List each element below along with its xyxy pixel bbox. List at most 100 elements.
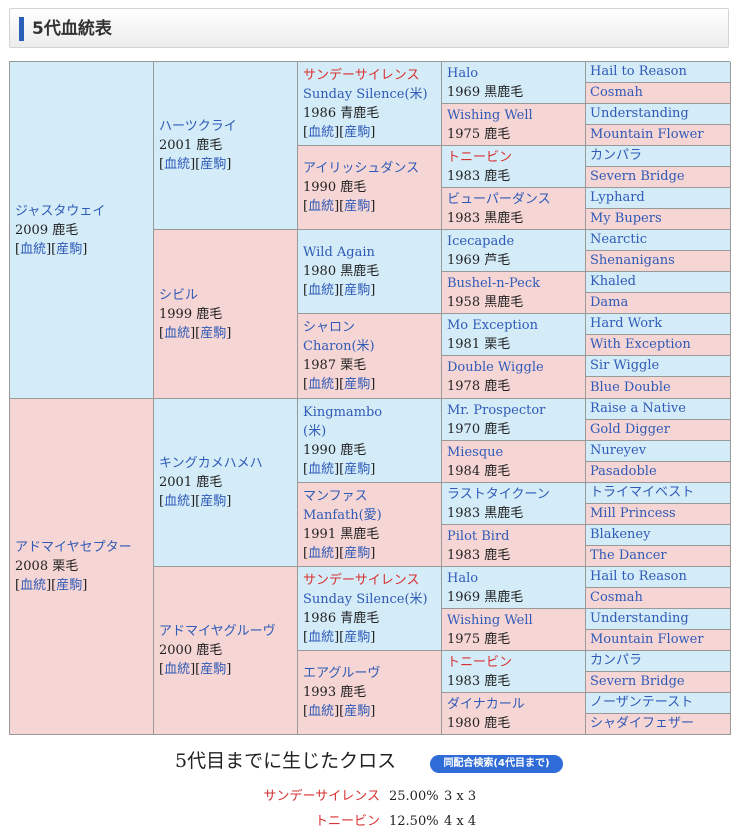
pedigree-link[interactable]: 血統: [308, 629, 335, 645]
progeny-link[interactable]: 産駒: [200, 325, 227, 341]
horse-name-link[interactable]: Bushel-n-Peck: [447, 275, 540, 291]
horse-alt-name-link[interactable]: Sunday Silence(米): [303, 86, 428, 102]
pedigree-link[interactable]: 血統: [308, 461, 335, 477]
pedigree-link[interactable]: 血統: [164, 662, 191, 677]
cross-horse-name[interactable]: サンデーサイレンス: [263, 789, 380, 804]
horse-name-link[interactable]: My Bupers: [590, 211, 662, 226]
pedigree-link[interactable]: 血統: [164, 494, 191, 509]
horse-name-link[interactable]: Halo: [447, 65, 479, 81]
horse-alt-name-link[interactable]: Charon(米): [303, 339, 375, 354]
horse-name-link[interactable]: マンファス: [303, 488, 368, 504]
progeny-link[interactable]: 産駒: [344, 199, 371, 214]
horse-name-link[interactable]: トニービン: [447, 149, 513, 165]
horse-name-link[interactable]: カンパラ: [590, 653, 643, 668]
horse-name-link[interactable]: Blue Double: [590, 379, 671, 395]
horse-name-link[interactable]: Pilot Bird: [447, 528, 510, 544]
horse-name-link[interactable]: The Dancer: [590, 548, 667, 563]
horse-name-link[interactable]: Wishing Well: [447, 612, 533, 628]
horse-name-link[interactable]: Lyphard: [590, 190, 645, 205]
pedigree-link[interactable]: 血統: [20, 241, 47, 257]
horse-name-link[interactable]: サンデーサイレンス: [303, 67, 420, 83]
horse-name-link[interactable]: ダイナカール: [447, 696, 525, 712]
horse-name-link[interactable]: Raise a Native: [590, 401, 686, 416]
progeny-link[interactable]: 産駒: [344, 629, 371, 645]
horse-name-link[interactable]: Hail to Reason: [590, 64, 687, 79]
horse-name-link[interactable]: Mountain Flower: [590, 632, 704, 647]
horse-name-link[interactable]: カンパラ: [590, 148, 643, 163]
progeny-link[interactable]: 産駒: [56, 578, 83, 593]
horse-name-link[interactable]: ハーツクライ: [159, 119, 237, 134]
horse-name-link[interactable]: シャロン: [303, 320, 356, 335]
cross-horse-name[interactable]: トニービン: [314, 814, 380, 829]
horse-name-link[interactable]: Cosmah: [590, 590, 643, 605]
progeny-link[interactable]: 産駒: [200, 494, 227, 509]
horse-name-link[interactable]: Khaled: [590, 274, 637, 289]
horse-alt-name-link[interactable]: (米): [303, 423, 327, 439]
horse-name-link[interactable]: Cosmah: [590, 85, 643, 100]
horse-name-link[interactable]: Hail to Reason: [590, 569, 687, 584]
horse-name-link[interactable]: Icecapade: [447, 233, 515, 249]
horse-name-link[interactable]: Severn Bridge: [590, 169, 685, 184]
horse-name-link[interactable]: アドマイヤグルーヴ: [159, 624, 276, 639]
same-mating-search-button[interactable]: 同配合検索(4代目まで): [430, 755, 563, 773]
horse-name-link[interactable]: Halo: [447, 570, 479, 586]
progeny-link[interactable]: 産駒: [200, 157, 227, 172]
horse-name-link[interactable]: エアグルーヴ: [303, 666, 381, 681]
pedigree-link[interactable]: 血統: [308, 704, 335, 719]
pedigree-cell-gen4: ラストタイクーン 1983 黒鹿毛: [442, 483, 586, 525]
horse-name-link[interactable]: Hard Work: [590, 316, 663, 331]
horse-name-link[interactable]: ジャスタウェイ: [15, 203, 106, 219]
pedigree-link[interactable]: 血統: [308, 199, 335, 214]
horse-name-link[interactable]: アドマイヤセプター: [15, 540, 132, 555]
bracket: [: [303, 199, 309, 214]
horse-name-link[interactable]: With Exception: [590, 337, 691, 352]
horse-name-link[interactable]: Blakeney: [590, 527, 651, 542]
horse-alt-name-link[interactable]: Sunday Silence(米): [303, 591, 428, 607]
horse-name-link[interactable]: Mountain Flower: [590, 127, 704, 142]
pedigree-link[interactable]: 血統: [164, 325, 191, 341]
horse-name-link[interactable]: キングカメハメハ: [159, 456, 263, 471]
horse-name-link[interactable]: Sir Wiggle: [590, 358, 660, 373]
progeny-link[interactable]: 産駒: [344, 704, 371, 719]
horse-name-link[interactable]: Pasadoble: [590, 464, 657, 479]
horse-name-link[interactable]: シャダイフェザー: [590, 716, 695, 731]
horse-name-link[interactable]: Wishing Well: [447, 107, 533, 123]
horse-name-link[interactable]: Nureyev: [590, 443, 647, 458]
progeny-link[interactable]: 産駒: [344, 545, 371, 561]
horse-name-link[interactable]: Double Wiggle: [447, 360, 544, 375]
horse-name-link[interactable]: Understanding: [590, 611, 689, 626]
horse-name-link[interactable]: Wild Again: [303, 245, 375, 260]
horse-name-link[interactable]: Mo Exception: [447, 317, 538, 333]
horse-name-link[interactable]: ラストタイクーン: [447, 486, 550, 502]
horse-name-link[interactable]: シビル: [159, 287, 199, 303]
horse-name-link[interactable]: Kingmambo: [303, 404, 383, 420]
horse-name-link[interactable]: Understanding: [590, 106, 689, 121]
progeny-link[interactable]: 産駒: [200, 662, 227, 677]
horse-name-link[interactable]: Miesque: [447, 444, 504, 460]
horse-name-link[interactable]: Shenanigans: [590, 253, 675, 268]
progeny-link[interactable]: 産駒: [344, 377, 371, 392]
horse-name-link[interactable]: アイリッシュダンス: [303, 161, 420, 176]
horse-name-link[interactable]: ビューパーダンス: [447, 191, 551, 207]
horse-name-link[interactable]: Dama: [590, 295, 629, 310]
pedigree-link[interactable]: 血統: [164, 157, 191, 172]
horse-name-link[interactable]: サンデーサイレンス: [303, 572, 420, 588]
pedigree-link[interactable]: 血統: [20, 578, 47, 593]
horse-name-link[interactable]: トニービン: [447, 654, 513, 670]
progeny-link[interactable]: 産駒: [344, 283, 371, 298]
progeny-link[interactable]: 産駒: [344, 124, 371, 140]
progeny-link[interactable]: 産駒: [56, 241, 83, 257]
horse-name-link[interactable]: ノーザンテースト: [590, 695, 694, 710]
horse-name-link[interactable]: Mill Princess: [590, 506, 676, 521]
horse-name-link[interactable]: Nearctic: [590, 232, 647, 247]
horse-name-link[interactable]: Mr. Prospector: [447, 402, 546, 418]
pedigree-link[interactable]: 血統: [308, 377, 335, 392]
horse-name-link[interactable]: Severn Bridge: [590, 674, 685, 689]
progeny-link[interactable]: 産駒: [344, 461, 371, 477]
horse-name-link[interactable]: トライマイベスト: [590, 485, 695, 500]
horse-name-link[interactable]: Gold Digger: [590, 422, 670, 437]
pedigree-link[interactable]: 血統: [308, 283, 335, 298]
horse-alt-name-link[interactable]: Manfath(愛): [303, 507, 382, 523]
pedigree-link[interactable]: 血統: [308, 545, 335, 561]
pedigree-link[interactable]: 血統: [308, 124, 335, 140]
